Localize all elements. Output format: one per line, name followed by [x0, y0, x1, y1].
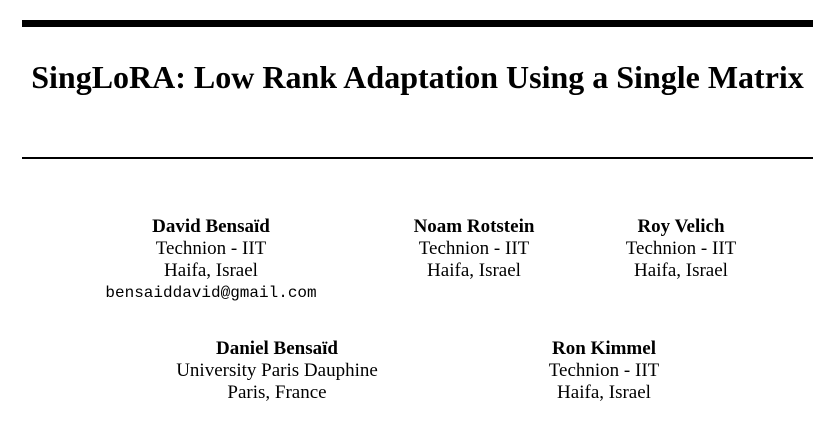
author-block-roy-velich: Roy Velich Technion - IIT Haifa, Israel: [626, 216, 737, 282]
author-block-daniel-bensaid: Daniel Bensaïd University Paris Dauphine…: [176, 338, 378, 404]
author-name: David Bensaïd: [152, 216, 270, 237]
author-affiliation: Technion - IIT: [155, 238, 267, 259]
author-location: Haifa, Israel: [634, 260, 728, 281]
author-name: Ron Kimmel: [552, 338, 656, 359]
author-block-noam-rotstein: Noam Rotstein Technion - IIT Haifa, Isra…: [414, 216, 535, 282]
title-top-rule: [22, 20, 813, 27]
author-block-ron-kimmel: Ron Kimmel Technion - IIT Haifa, Israel: [549, 338, 660, 404]
author-location: Haifa, Israel: [427, 260, 521, 281]
author-name: Daniel Bensaïd: [216, 338, 338, 359]
author-location: Paris, France: [227, 382, 327, 403]
author-affiliation: Technion - IIT: [418, 238, 530, 259]
author-name: Noam Rotstein: [413, 216, 535, 237]
author-name: Roy Velich: [637, 216, 725, 237]
paper-title: SingLoRA: Low Rank Adaptation Using a Si…: [31, 59, 804, 95]
author-affiliation: University Paris Dauphine: [176, 360, 378, 381]
author-block-david-bensaid: David Bensaïd Technion - IIT Haifa, Isra…: [105, 216, 316, 304]
title-bottom-rule: [22, 157, 813, 159]
author-location: Haifa, Israel: [557, 382, 651, 403]
author-affiliation: Technion - IIT: [625, 238, 737, 259]
author-affiliation: Technion - IIT: [548, 360, 660, 381]
author-location: Haifa, Israel: [164, 260, 258, 281]
author-email: bensaiddavid@gmail.com: [105, 284, 317, 302]
